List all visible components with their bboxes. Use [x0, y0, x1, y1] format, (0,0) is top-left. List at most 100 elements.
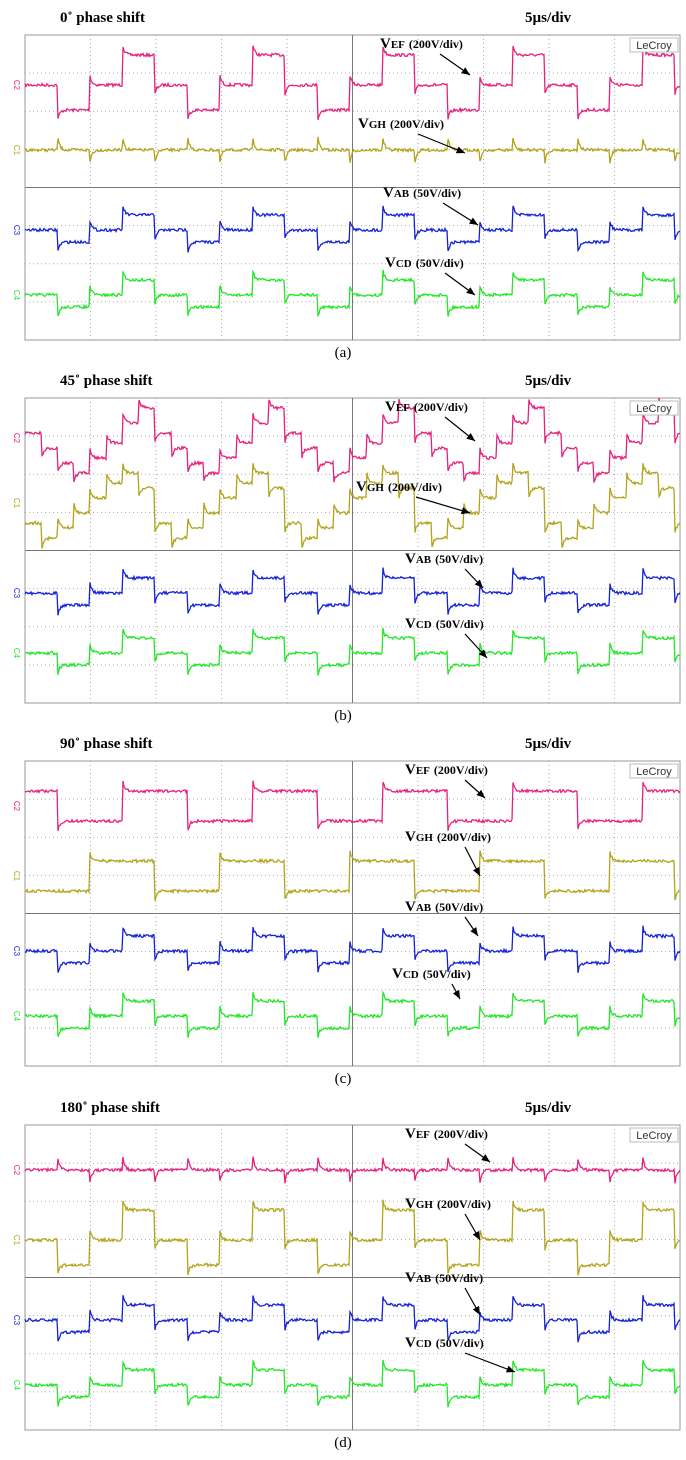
annotation-scale: (200V/div) [409, 37, 463, 51]
annotation-scale: (50V/div) [423, 967, 471, 981]
panel-title: 0˚ phase shift [60, 10, 145, 26]
annotation-subscript: EF [416, 765, 430, 777]
annotation-scale: (50V/div) [416, 256, 464, 270]
brand: LeCroy [636, 403, 672, 415]
annotation-scale: (50V/div) [435, 552, 483, 566]
annotation-scale: (200V/div) [388, 480, 442, 494]
annotation: VAB(50V/div) [405, 551, 483, 567]
panel-title: 180˚ phase shift [60, 1100, 160, 1116]
channel-tag: C2 [12, 1165, 21, 1176]
annotation-symbol: V [380, 36, 391, 52]
annotation-subscript: EF [391, 39, 405, 51]
annotation-symbol: V [405, 762, 416, 778]
channel-tag: C1 [12, 1235, 21, 1246]
annotation-symbol: V [405, 1270, 416, 1286]
caption: (a) [335, 345, 352, 361]
annotation-symbol: V [405, 829, 416, 845]
annotation-subscript: GH [416, 1199, 434, 1211]
annotation-subscript: AB [416, 554, 432, 566]
annotation-scale: (50V/div) [435, 1271, 483, 1285]
annotation-subscript: AB [416, 1273, 432, 1285]
annotation: VAB(50V/div) [405, 1270, 483, 1286]
annotation-scale: (200V/div) [390, 117, 444, 131]
annotation-symbol: V [405, 899, 416, 915]
panel-title: 90˚ phase shift [60, 736, 153, 752]
annotation-subscript: CD [416, 619, 432, 631]
annotation-symbol: V [383, 185, 394, 201]
annotation-scale: (50V/div) [436, 1336, 484, 1350]
annotation-subscript: AB [416, 902, 432, 914]
channel-tag: C4 [12, 1011, 21, 1022]
annotation-scale: (200V/div) [437, 1197, 491, 1211]
annotation: VEF (200V/div) [385, 399, 468, 415]
annotation: VEF (200V/div) [405, 762, 488, 778]
brand: LeCroy [636, 766, 672, 778]
caption: (d) [334, 1435, 352, 1451]
panel-title: 45˚ phase shift [60, 373, 153, 389]
channel-tag: C4 [12, 648, 21, 659]
annotation-scale: (200V/div) [437, 830, 491, 844]
annotation-subscript: GH [369, 119, 387, 131]
annotation-subscript: CD [403, 969, 419, 981]
annotation-symbol: V [405, 551, 416, 567]
annotation-scale: (200V/div) [434, 763, 488, 777]
annotation-subscript: EF [416, 1129, 430, 1141]
time-scale: 5µs/div [525, 1100, 572, 1116]
annotation-subscript: CD [416, 1338, 432, 1350]
channel-tag: C4 [12, 1380, 21, 1391]
channel-tag: C1 [12, 498, 21, 509]
annotation: VEF (200V/div) [405, 1126, 488, 1142]
annotation: VCD (50V/div) [405, 1335, 484, 1351]
channel-tag: C2 [12, 801, 21, 812]
annotation-symbol: V [392, 966, 403, 982]
time-scale: 5µs/div [525, 736, 572, 752]
annotation: VGH(200V/div) [358, 116, 444, 132]
channel-tag: C1 [12, 871, 21, 882]
annotation: VCD (50V/div) [392, 966, 471, 982]
annotation-subscript: AB [394, 188, 410, 200]
annotation-symbol: V [385, 399, 396, 415]
annotation: VAB(50V/div) [383, 185, 461, 201]
annotation-scale: (200V/div) [414, 400, 468, 414]
annotation-symbol: V [405, 616, 416, 632]
figure: C2C1C3C40˚ phase shift5µs/divLeCroyVEF(2… [0, 0, 686, 1455]
annotation: VEF (200V/div) [380, 36, 463, 52]
annotation-scale: (50V/div) [436, 617, 484, 631]
annotation-subscript: GH [367, 482, 385, 494]
annotation-symbol: V [405, 1335, 416, 1351]
channel-tag: C3 [12, 946, 21, 957]
annotation-scale: (50V/div) [435, 900, 483, 914]
channel-tag: C2 [12, 80, 21, 91]
panel: C2C1C3C40˚ phase shift5µs/divLeCroyVEF(2… [12, 10, 680, 361]
annotation-subscript: GH [416, 832, 434, 844]
time-scale: 5µs/div [525, 10, 572, 26]
caption: (b) [334, 708, 352, 724]
annotation-subscript: EF [396, 402, 410, 414]
annotation-symbol: V [356, 479, 367, 495]
brand: LeCroy [636, 1130, 672, 1142]
channel-tag: C3 [12, 225, 21, 236]
channel-tag: C3 [12, 1315, 21, 1326]
time-scale: 5µs/div [525, 373, 572, 389]
brand: LeCroy [636, 40, 672, 52]
annotation-scale: (200V/div) [434, 1127, 488, 1141]
annotation-symbol: V [358, 116, 369, 132]
panel: C2C1C3C445˚ phase shift5µs/divLeCroyVEF(… [12, 373, 680, 724]
annotation: VGH(200V/div) [405, 829, 491, 845]
annotation: VCD (50V/div) [385, 255, 464, 271]
channel-tag: C4 [12, 290, 21, 301]
annotation: VGH(200V/div) [356, 479, 442, 495]
channel-tag: C3 [12, 588, 21, 599]
annotation: VGH(200V/div) [405, 1196, 491, 1212]
channel-tag: C2 [12, 433, 21, 444]
annotation-symbol: V [405, 1196, 416, 1212]
annotation-symbol: V [385, 255, 396, 271]
annotation-subscript: CD [396, 258, 412, 270]
caption: (c) [335, 1071, 352, 1087]
channel-tag: C1 [12, 145, 21, 156]
annotation-scale: (50V/div) [413, 186, 461, 200]
annotation-symbol: V [405, 1126, 416, 1142]
panel: C2C1C3C490˚ phase shift5µs/divLeCroyVEF(… [12, 736, 680, 1087]
annotation: VAB(50V/div) [405, 899, 483, 915]
